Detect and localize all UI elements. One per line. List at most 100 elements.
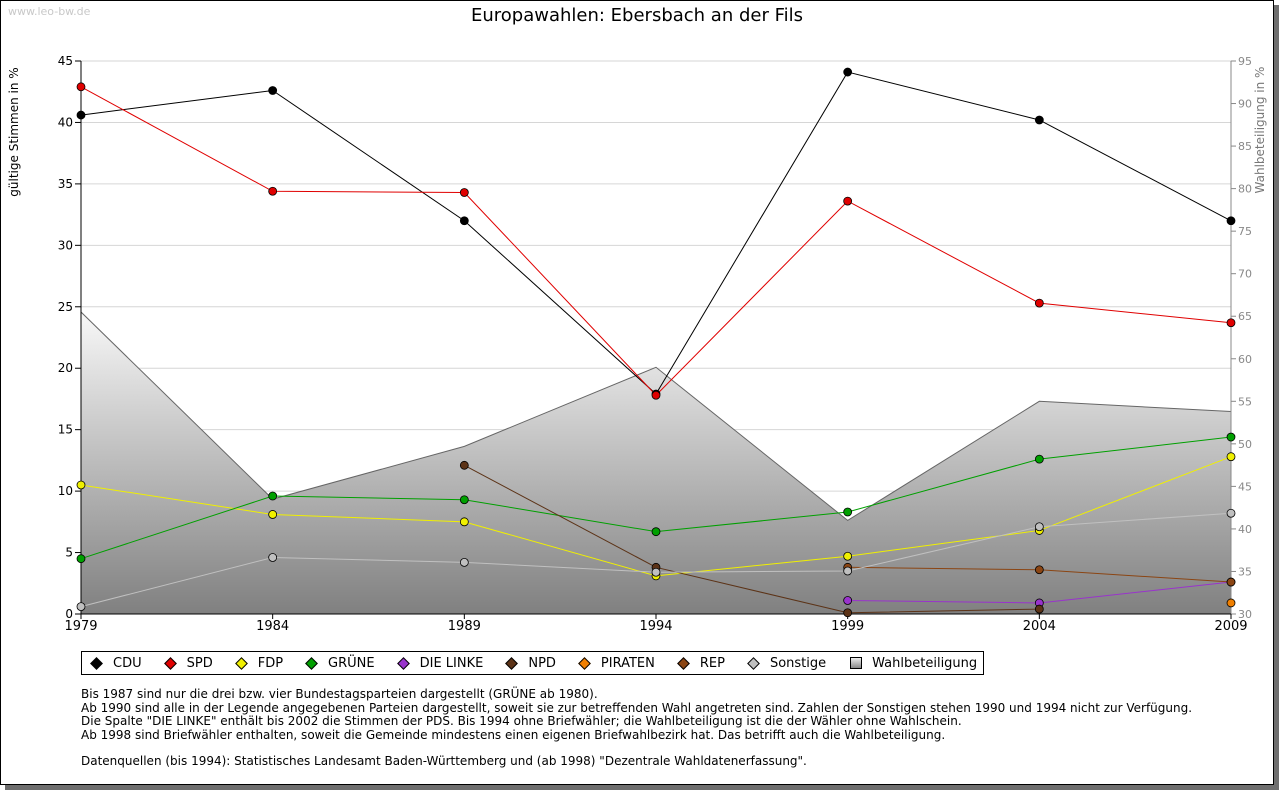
legend-item-gruene: GRÜNE — [301, 656, 375, 671]
data-point-gr-ne — [268, 491, 278, 501]
data-point-npd — [459, 460, 469, 470]
legend-item-sonstige: Sonstige — [743, 656, 826, 671]
legend-label: GRÜNE — [328, 655, 375, 671]
legend-label: FDP — [257, 655, 284, 671]
y2-tick-label: 60 — [1238, 353, 1252, 366]
legend-label: DIE LINKE — [419, 655, 484, 671]
series-line-cdu — [80, 71, 1232, 395]
legend-item-die-linke: DIE LINKE — [393, 655, 484, 671]
y-tick-label: 25 — [58, 300, 73, 314]
data-point-gr-ne — [1034, 454, 1044, 464]
legend-label: REP — [699, 655, 725, 671]
data-point-spd — [1034, 298, 1044, 308]
data-point-cdu — [843, 67, 853, 77]
legend-marker-die-linke — [396, 656, 410, 670]
legend-item-npd: NPD — [501, 656, 556, 671]
data-point-sonstige — [268, 553, 278, 562]
y2-tick-label: 30 — [1238, 608, 1252, 621]
data-point-cdu — [459, 216, 469, 226]
legend-marker-fdp — [234, 656, 248, 670]
chart-title: Europawahlen: Ebersbach an der Fils — [470, 5, 804, 26]
data-point-sonstige — [843, 566, 853, 576]
legend-label: PIRATEN — [600, 655, 655, 671]
legend-marker-npd — [505, 656, 519, 670]
data-point-die-linke — [843, 596, 853, 605]
y2-tick-label: 45 — [1238, 480, 1252, 493]
x-tick-label: 1979 — [64, 619, 97, 634]
y2-tick-label: 65 — [1238, 310, 1252, 323]
y-tick-label: 10 — [58, 484, 73, 498]
data-point-sonstige — [1226, 508, 1236, 518]
data-point-spd — [76, 82, 86, 92]
legend-marker-wahlbeteiligung — [850, 657, 863, 669]
y-tick-label: 5 — [65, 546, 73, 560]
chart-plot: 0 5 10 15 20 25 30 35 40 45 30 35 40 45 50 55 60 65 70 75 80… — [58, 54, 1252, 634]
y-tick-label: 15 — [58, 423, 73, 437]
legend-item-piraten: PIRATEN — [574, 656, 655, 671]
y2-tick-label: 80 — [1238, 183, 1252, 196]
y-tick-label: 0 — [65, 607, 73, 621]
legend-item-wahlbeteiligung: Wahlbeteiligung — [844, 656, 977, 671]
data-point-sonstige — [1034, 522, 1044, 532]
y2-tick-label: 70 — [1238, 268, 1252, 281]
legend-item-rep: REP — [673, 656, 725, 671]
x-tick-label: 2004 — [1023, 619, 1056, 634]
legend-marker-spd — [163, 656, 177, 670]
legend-item-cdu: CDU — [86, 656, 142, 671]
y2-tick-label: 55 — [1238, 395, 1252, 408]
y-tick-label: 35 — [58, 177, 73, 191]
data-point-gr-ne — [1226, 432, 1236, 442]
y-tick-label: 45 — [58, 54, 73, 68]
legend-label: Sonstige — [769, 655, 827, 671]
note-line: Datenquellen (bis 1994): Statistisches L… — [81, 754, 807, 768]
legend-label: Wahlbeteiligung — [872, 655, 978, 671]
data-point-spd — [843, 196, 853, 206]
legend: CDU SPD FDP GRÜNE DIE LINKE NPD PIRATEN … — [81, 651, 985, 675]
y2-tick-label: 40 — [1238, 523, 1252, 536]
note-line: Ab 1998 sind Briefwähler enthalten, sowe… — [81, 727, 946, 742]
legend-label: CDU — [113, 655, 142, 671]
watermark: www.leo-bw.de — [8, 5, 91, 18]
y-tick-label: 30 — [58, 238, 73, 252]
series-line-spd — [80, 86, 1232, 396]
y2-tick-label: 35 — [1238, 565, 1252, 578]
data-point-fdp — [1226, 452, 1236, 462]
data-point-gr-ne — [459, 495, 469, 505]
data-point-spd — [1226, 318, 1236, 328]
x-tick-label: 1984 — [256, 619, 289, 634]
legend-marker-cdu — [90, 656, 103, 670]
legend-marker-gruene — [305, 656, 318, 670]
data-point-sonstige — [76, 602, 86, 612]
legend-item-spd: SPD — [160, 656, 213, 671]
x-tick-label: 1989 — [448, 619, 481, 634]
legend-label: SPD — [186, 655, 213, 671]
data-point-cdu — [1226, 216, 1236, 226]
data-point-rep — [1034, 565, 1044, 575]
data-point-rep — [1226, 577, 1236, 587]
turnout-area — [81, 311, 1231, 614]
y2-tick-label: 50 — [1238, 438, 1252, 451]
data-point-sonstige — [651, 567, 661, 577]
legend-marker-piraten — [578, 656, 591, 670]
y-tick-label: 20 — [58, 361, 73, 375]
data-point-npd — [843, 608, 853, 618]
y2-tick-label: 75 — [1238, 225, 1252, 238]
data-point-fdp — [843, 551, 853, 561]
footnotes: Bis 1987 sind nur die drei bzw. vier Bun… — [81, 687, 1193, 769]
note-line: Die Spalte "DIE LINKE" enthält bis 2002 … — [81, 714, 962, 728]
data-point-cdu — [268, 86, 278, 95]
y2-tick-label: 85 — [1238, 140, 1252, 153]
x-tick-label: 1994 — [639, 619, 672, 634]
legend-item-fdp: FDP — [231, 656, 283, 671]
data-point-piraten — [1226, 598, 1236, 608]
data-point-gr-ne — [76, 554, 86, 564]
data-point-gr-ne — [651, 527, 661, 537]
y2-tick-label: 90 — [1238, 98, 1252, 111]
note-line: Ab 1990 sind alle in der Legende angegeb… — [81, 700, 1193, 715]
data-point-cdu — [1034, 115, 1044, 125]
y2-tick-label: 95 — [1238, 55, 1252, 68]
data-point-gr-ne — [843, 507, 853, 517]
legend-marker-rep — [677, 656, 690, 670]
data-point-npd — [1034, 604, 1044, 614]
